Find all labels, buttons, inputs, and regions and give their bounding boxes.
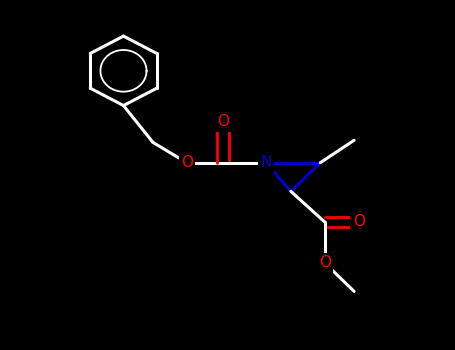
Text: O: O	[181, 155, 193, 170]
Text: O: O	[319, 256, 331, 270]
Text: O: O	[353, 215, 364, 230]
Text: N: N	[260, 155, 272, 170]
Text: O: O	[217, 114, 229, 130]
